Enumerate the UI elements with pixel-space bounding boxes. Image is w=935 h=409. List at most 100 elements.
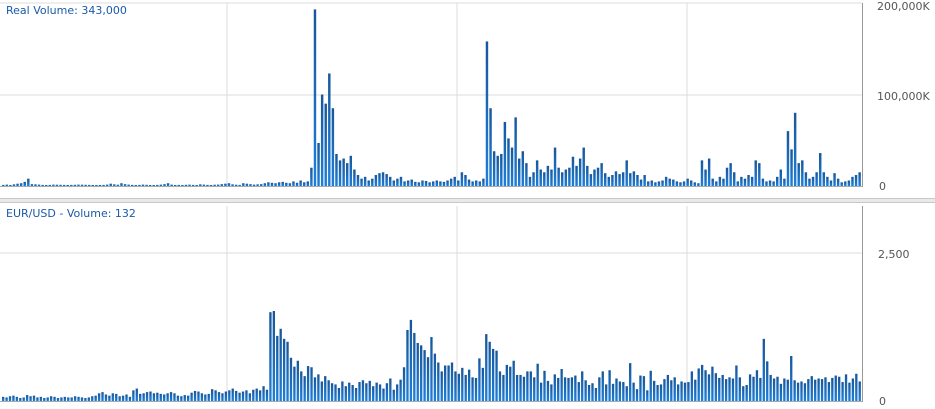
real-volume-bar [557,167,560,186]
eur-usd-volume-bar [478,358,481,401]
eur-usd-volume-bar [855,373,858,401]
eur-usd-volume-bar [156,392,159,401]
real-volume-bar [270,182,274,186]
real-volume-bar [503,121,507,186]
eur-usd-volume-bar [498,371,502,401]
eur-usd-volume-bar [221,393,224,401]
real-volume-bar [532,172,535,186]
eur-usd-volume-bar [474,377,478,401]
eur-usd-volume-bar [53,396,56,401]
real-volume-bar [177,184,181,186]
real-volume-bar [363,176,367,186]
real-volume-bar [439,181,442,187]
real-volume-bar [844,181,847,187]
real-volume-bar [460,172,464,186]
real-volume-bar [801,160,804,186]
real-volume-bar [299,180,302,186]
eur-usd-volume-bar [39,396,43,401]
real-volume-bar [858,172,861,186]
eur-usd-volume-bar [687,382,690,401]
real-volume-bar [84,184,87,186]
eur-usd-volume-bar [457,373,461,401]
real-volume-bar [34,184,37,186]
eur-usd-volume-bar [464,374,467,401]
eur-usd-volume-bar [543,370,546,401]
eur-usd-volume-bar [296,360,299,401]
real-volume-bar [507,138,510,186]
real-volume-bar [116,184,120,186]
real-volume-bar [52,184,55,186]
eur-usd-volume-bar [262,386,265,401]
real-volume-bar [711,178,714,186]
real-volume-bar [636,175,639,186]
eur-usd-volume-bar [577,382,580,401]
real-volume-bar [672,179,675,186]
eur-usd-volume-bar [197,391,200,401]
real-volume-bar [152,184,155,186]
eur-usd-volume-bar [608,370,611,401]
eur-usd-volume-bar [752,376,755,401]
eur-usd-volume-bar [522,376,526,401]
eur-usd-volume-bar [745,385,748,401]
real-volume-bar [374,175,378,186]
eur-usd-volume-bar [642,376,646,401]
real-volume-bar [514,117,517,187]
eur-usd-volume-bar [502,374,505,401]
eur-usd-volume-bar [248,393,252,401]
real-volume-bar [518,158,521,186]
real-volume-bar [449,178,453,186]
eur-usd-volume-bar [372,386,375,401]
real-volume-bar [267,182,270,186]
real-volume-bar [521,151,525,186]
eur-usd-volume-bar [515,374,519,401]
eur-usd-volume-bar [382,388,385,401]
eur-usd-volume-bar [790,356,793,401]
eur-usd-volume-bar [70,397,73,401]
real-volume-bar [740,176,743,186]
eur-usd-volume-bar [605,384,608,401]
real-volume-bar [217,184,220,186]
real-volume-bar [600,163,603,187]
eur-usd-volume-bar [505,364,508,401]
eur-usd-volume-bar [204,394,207,401]
real-volume-bar [650,180,654,186]
real-volume-bar [156,184,159,186]
eur-usd-volume-bar [334,384,337,401]
real-volume-bar [342,158,345,186]
eur-usd-volume-bar [409,319,413,401]
eur-usd-volume-bar [779,383,783,401]
real-volume-bar [27,178,30,186]
real-volume-bar [510,147,514,186]
real-volume-bar [356,175,360,186]
eur-usd-volume-bar [714,373,717,401]
eur-usd-volume-bar [317,374,320,401]
real-volume-bar [779,169,783,186]
real-volume-bar [12,184,16,186]
real-volume-bar [833,173,836,186]
real-volume-bar [417,182,421,186]
eur-usd-volume-tick-2500: 2,500 [878,248,910,261]
eur-usd-volume-bar [639,375,642,401]
eur-usd-volume-bar [173,393,176,401]
eur-usd-volume-bar [454,371,457,401]
eur-usd-volume-bar [341,381,344,401]
real-volume-bar [546,165,550,186]
real-volume-bar [525,163,528,187]
eur-usd-volume-bar [385,383,389,401]
eur-usd-volume-bar [200,393,204,401]
real-volume-bar [238,184,241,186]
real-volume-bar [679,182,682,186]
real-volume-bar [840,182,843,186]
real-volume-bar [457,180,460,186]
eur-usd-volume-bar [807,379,810,401]
eur-usd-volume-bar [611,383,615,401]
real-volume-bar [836,178,840,186]
real-volume-bar [643,175,646,186]
eur-usd-volume-bar [241,391,245,401]
real-volume-bar [295,182,299,186]
eur-usd-volume-bar [265,389,269,401]
real-volume-bar [335,153,338,186]
eur-usd-volume-bar [766,361,769,401]
eur-usd-volume-bar [313,377,317,401]
eur-usd-volume-bar [632,382,635,401]
